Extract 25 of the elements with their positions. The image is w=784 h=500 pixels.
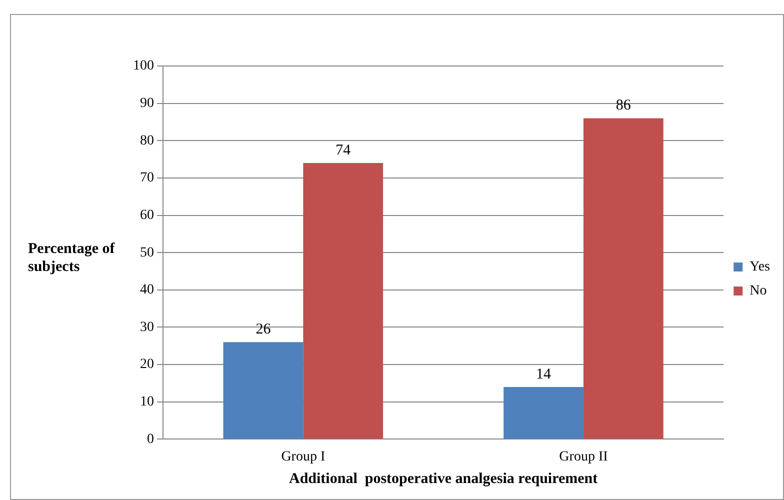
bar: [504, 386, 584, 439]
y-tick-label: 60: [140, 208, 154, 223]
y-tick-label: 100: [133, 58, 154, 74]
legend-label: No: [750, 284, 767, 299]
bar: [303, 163, 384, 439]
x-axis-title: Additional postoperative analgesia requirement: [289, 470, 598, 487]
bar: [223, 342, 304, 439]
bar: [583, 118, 664, 439]
data-label: 74: [336, 142, 352, 158]
y-axis-title: Percentage of subjects: [28, 241, 115, 275]
y-tick-label: 30: [140, 320, 154, 335]
data-label: 14: [536, 366, 552, 382]
y-tick-label: 10: [140, 394, 154, 410]
data-label: 86: [616, 98, 632, 114]
y-tick-label: 90: [140, 96, 154, 111]
legend-label: Yes: [750, 260, 770, 275]
x-tick-label: Group II: [559, 449, 608, 464]
y-tick-label: 70: [140, 170, 154, 186]
y-tick-label: 80: [140, 133, 154, 148]
y-tick-label: 0: [147, 432, 154, 447]
x-tick-label: Group I: [281, 449, 326, 464]
y-tick-label: 50: [140, 245, 154, 260]
data-label: 26: [256, 322, 272, 338]
y-tick-label: 40: [140, 282, 154, 298]
y-tick-label: 20: [140, 357, 154, 372]
